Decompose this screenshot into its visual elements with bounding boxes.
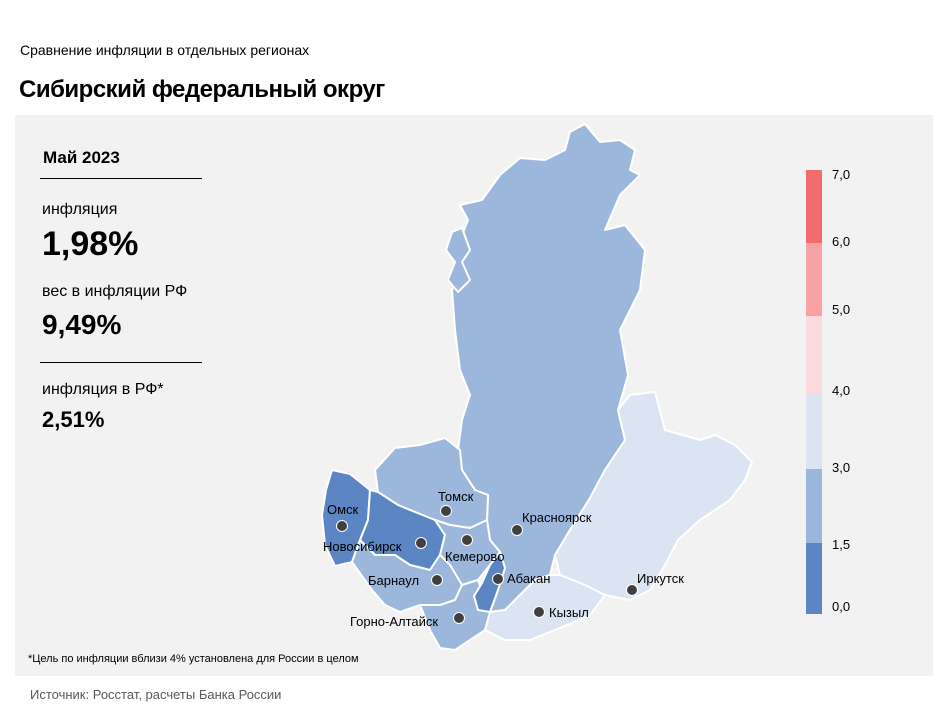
legend-tick: 1,5 — [832, 537, 851, 552]
city-label: Омск — [327, 502, 359, 517]
region-irkutsk[interactable] — [554, 391, 753, 601]
city-label: Кызыл — [549, 605, 589, 620]
city-label: Абакан — [507, 571, 550, 586]
city-label: Горно-Алтайск — [350, 614, 438, 629]
region-khakassia[interactable] — [473, 551, 506, 613]
footnote: *Цель по инфляции вблизи 4% установлена … — [28, 653, 359, 665]
region-krasnoyarsk — [445, 227, 471, 293]
city-marker[interactable] — [431, 574, 443, 586]
legend-tick: 0,0 — [832, 599, 851, 614]
city-marker[interactable] — [440, 505, 452, 517]
city-label: Барнаул — [368, 573, 419, 588]
legend-bin-6-7 — [806, 170, 822, 243]
city-marker[interactable] — [533, 606, 545, 618]
city-marker[interactable] — [492, 573, 504, 585]
legend-bin-5-6 — [806, 243, 822, 316]
city-marker[interactable] — [453, 612, 465, 624]
city-label: Красноярск — [522, 510, 592, 525]
legend-bin-3-4 — [806, 393, 822, 469]
city-label: Иркутск — [637, 571, 684, 586]
period-label: Май 2023 — [43, 148, 120, 167]
legend-tick: 7,0 — [832, 167, 851, 182]
legend-tick: 3,0 — [832, 460, 851, 475]
legend-tick: 5,0 — [832, 302, 851, 317]
region-altai-krai[interactable] — [351, 539, 463, 613]
legend-tick: 6,0 — [832, 234, 851, 249]
weight-value: 9,49% — [42, 309, 122, 340]
chart-subtitle: Сравнение инфляции в отдельных регионах — [20, 42, 310, 58]
city-marker[interactable] — [336, 520, 348, 532]
divider — [40, 362, 202, 363]
city-label: Кемерово — [445, 549, 504, 564]
legend-bin-0-1.5 — [806, 543, 822, 614]
divider — [40, 178, 202, 179]
city-label: Томск — [438, 489, 474, 504]
city-label: Новосибирск — [323, 539, 402, 554]
city-marker[interactable] — [626, 584, 638, 596]
city-marker[interactable] — [461, 534, 473, 546]
chart-title: Сибирский федеральный округ — [19, 76, 385, 103]
legend-tick: 4,0 — [832, 383, 851, 398]
weight-label: вес в инфляции РФ — [42, 283, 188, 300]
rf-inflation-label: инфляция в РФ* — [42, 381, 164, 398]
city-marker[interactable] — [511, 524, 523, 536]
rf-inflation-value: 2,51% — [42, 407, 105, 432]
source-note: Источник: Росстат, расчеты Банка России — [30, 687, 282, 702]
legend-bin-4-5 — [806, 316, 822, 393]
legend-bin-1.5-3 — [806, 469, 822, 543]
inflation-value: 1,98% — [42, 225, 139, 263]
city-marker[interactable] — [415, 537, 427, 549]
inflation-label: инфляция — [42, 201, 118, 218]
